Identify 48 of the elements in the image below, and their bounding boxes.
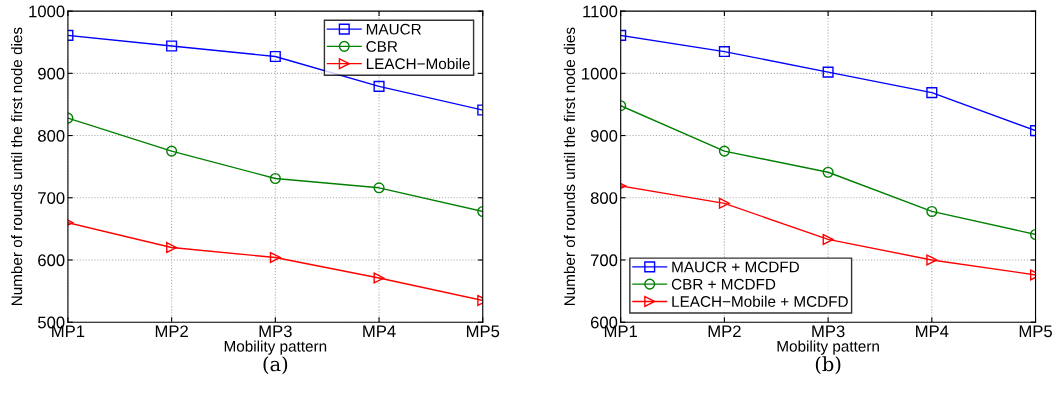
point xyxy=(718,145,730,157)
x-tick-label: MP5 xyxy=(466,325,500,338)
point xyxy=(822,166,834,178)
point xyxy=(822,233,834,245)
point xyxy=(373,182,385,194)
point xyxy=(926,87,938,99)
x-tick-label: MP2 xyxy=(708,325,741,338)
y-axis-title: Number of rounds until the first node dies xyxy=(563,27,576,306)
x-tick-label: MP2 xyxy=(155,325,188,338)
point xyxy=(373,80,385,92)
point xyxy=(166,40,178,52)
y-tick-label: 1000 xyxy=(582,67,618,80)
point xyxy=(926,254,938,266)
legend-label: MAUCR + MCDFD xyxy=(672,261,799,273)
x-axis-title: Mobility pattern xyxy=(777,340,879,355)
point xyxy=(718,46,730,58)
point xyxy=(718,197,730,209)
point xyxy=(269,172,281,185)
y-axis-title: Number of rounds until the first node dies xyxy=(11,27,23,306)
text: (a) xyxy=(263,356,288,375)
legend-label: LEACH−Mobile + MCDFD xyxy=(672,295,848,307)
x-tick-label: MP4 xyxy=(916,325,949,338)
y-tick-label: 900 xyxy=(590,129,618,142)
point xyxy=(373,272,385,284)
point xyxy=(269,251,281,264)
x-tick-label: MP3 xyxy=(812,325,845,338)
x-tick-label: MP4 xyxy=(363,325,396,338)
point xyxy=(269,50,281,63)
legend-label: CBR xyxy=(366,41,398,52)
y-tick-label: 700 xyxy=(38,192,65,204)
x-axis-title: Mobility pattern xyxy=(224,340,327,355)
y-tick-label: 900 xyxy=(38,67,65,80)
y-tick-label: 800 xyxy=(38,129,65,142)
point xyxy=(822,66,834,78)
legend-label: LEACH−Mobile xyxy=(366,57,470,70)
legend-label: CBR + MCDFD xyxy=(671,278,776,290)
point xyxy=(166,241,178,254)
legend-label: MAUCR xyxy=(366,23,421,35)
x-tick-label: MP3 xyxy=(259,325,292,338)
y-tick-label: 1100 xyxy=(583,5,618,18)
y-tick-label: 800 xyxy=(590,192,618,204)
y-tick-label: 1000 xyxy=(29,5,65,18)
x-tick-label: MP5 xyxy=(1019,325,1052,338)
point xyxy=(926,205,938,218)
text: (b) xyxy=(815,356,841,375)
point xyxy=(166,145,178,157)
y-tick-label: 600 xyxy=(38,254,65,267)
y-tick-label: 700 xyxy=(590,254,618,267)
